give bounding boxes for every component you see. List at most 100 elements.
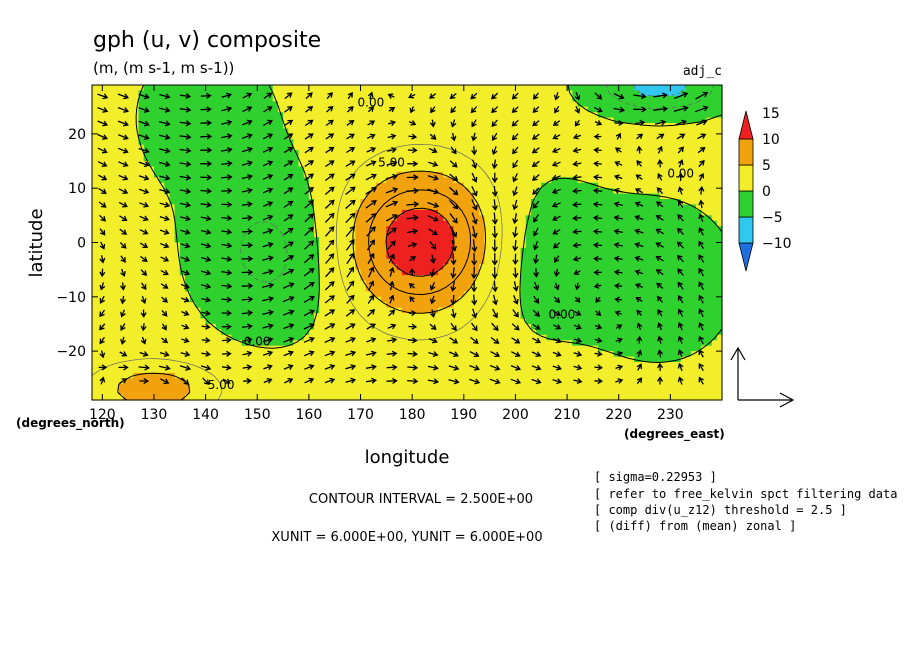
- field-cell: [339, 171, 346, 178]
- field-cell: [634, 144, 640, 151]
- field-cell: [97, 302, 103, 309]
- field-cell: [577, 242, 584, 249]
- field-cell: [97, 150, 103, 157]
- field-cell: [179, 302, 186, 309]
- field-cell: [598, 264, 604, 271]
- field-cell: [391, 291, 398, 298]
- field-cell: [701, 139, 708, 146]
- field-cell: [525, 101, 532, 108]
- field-cell: [561, 231, 568, 238]
- field-cell: [241, 291, 248, 298]
- field-cell: [303, 193, 310, 200]
- field-cell: [536, 231, 542, 238]
- field-cell: [634, 253, 640, 260]
- field-cell: [195, 128, 202, 135]
- field-cell: [138, 209, 145, 216]
- field-cell: [174, 133, 181, 140]
- field-cell: [505, 280, 511, 287]
- field-cell: [391, 264, 398, 271]
- field-cell: [613, 264, 620, 271]
- field-cell: [221, 275, 227, 282]
- field-cell: [215, 188, 222, 195]
- field-cell: [453, 171, 460, 178]
- field-cell: [236, 220, 243, 227]
- field-cell: [608, 188, 615, 195]
- field-cell: [639, 220, 646, 227]
- field-cell: [252, 123, 258, 130]
- field-cell: [468, 296, 475, 303]
- field-cell: [169, 188, 176, 195]
- field-cell: [184, 220, 191, 227]
- field-cell: [401, 150, 408, 157]
- field-cell: [706, 166, 713, 173]
- field-cell: [711, 220, 718, 227]
- field-cell: [148, 226, 155, 233]
- field-cell: [376, 231, 382, 238]
- field-cell: [221, 302, 227, 309]
- field-cell: [489, 226, 496, 233]
- field-cell: [577, 264, 584, 271]
- field-cell: [407, 231, 413, 238]
- field-cell: [221, 144, 227, 151]
- field-cell: [257, 302, 264, 309]
- field-cell: [355, 155, 362, 162]
- field-cell: [272, 166, 279, 173]
- field-cell: [546, 275, 553, 282]
- field-cell: [417, 144, 424, 151]
- field-cell: [536, 209, 542, 216]
- field-cell: [396, 275, 403, 282]
- field-cell: [350, 85, 356, 92]
- field-cell: [479, 144, 486, 151]
- field-cell: [685, 220, 692, 227]
- field-cell: [345, 133, 351, 140]
- field-cell: [494, 188, 501, 195]
- field-cell: [92, 220, 98, 227]
- field-cell: [530, 90, 537, 97]
- field-cell: [215, 215, 222, 222]
- field-cell: [701, 269, 708, 276]
- field-cell: [422, 139, 429, 146]
- field-cell: [484, 302, 491, 309]
- field-cell: [598, 123, 604, 130]
- field-cell: [92, 258, 98, 265]
- field-cell: [443, 215, 449, 222]
- field-cell: [102, 247, 109, 254]
- field-cell: [226, 95, 233, 102]
- field-cell: [236, 161, 243, 168]
- field-cell: [701, 291, 708, 298]
- field-cell: [391, 209, 398, 216]
- field-cell: [205, 155, 212, 162]
- field-cell: [546, 226, 553, 233]
- field-cell: [474, 247, 480, 254]
- field-cell: [298, 231, 305, 238]
- field-cell: [272, 101, 279, 108]
- field-cell: [499, 171, 506, 178]
- field-cell: [608, 285, 615, 292]
- field-cell: [691, 150, 697, 157]
- field-cell: [360, 177, 367, 184]
- field-cell: [334, 128, 341, 135]
- field-cell: [567, 139, 573, 146]
- field-cell: [92, 280, 98, 287]
- field-cell: [143, 171, 150, 178]
- field-cell: [381, 155, 387, 162]
- field-cell: [365, 193, 372, 200]
- field-cell: [355, 106, 362, 113]
- field-cell: [231, 209, 238, 216]
- field-cell: [515, 85, 522, 92]
- field-cell: [505, 199, 511, 206]
- chart-title: gph (u, v) composite: [93, 28, 321, 53]
- field-cell: [603, 112, 609, 119]
- field-cell: [680, 269, 687, 276]
- field-cell: [298, 269, 305, 276]
- field-cell: [407, 285, 413, 292]
- field-cell: [221, 139, 227, 146]
- field-cell: [117, 247, 124, 254]
- field-cell: [551, 123, 558, 130]
- field-cell: [205, 85, 212, 92]
- field-cell: [675, 95, 682, 102]
- field-cell: [195, 171, 202, 178]
- field-cell: [474, 133, 480, 140]
- field-cell: [350, 101, 356, 108]
- field-cell: [680, 161, 687, 168]
